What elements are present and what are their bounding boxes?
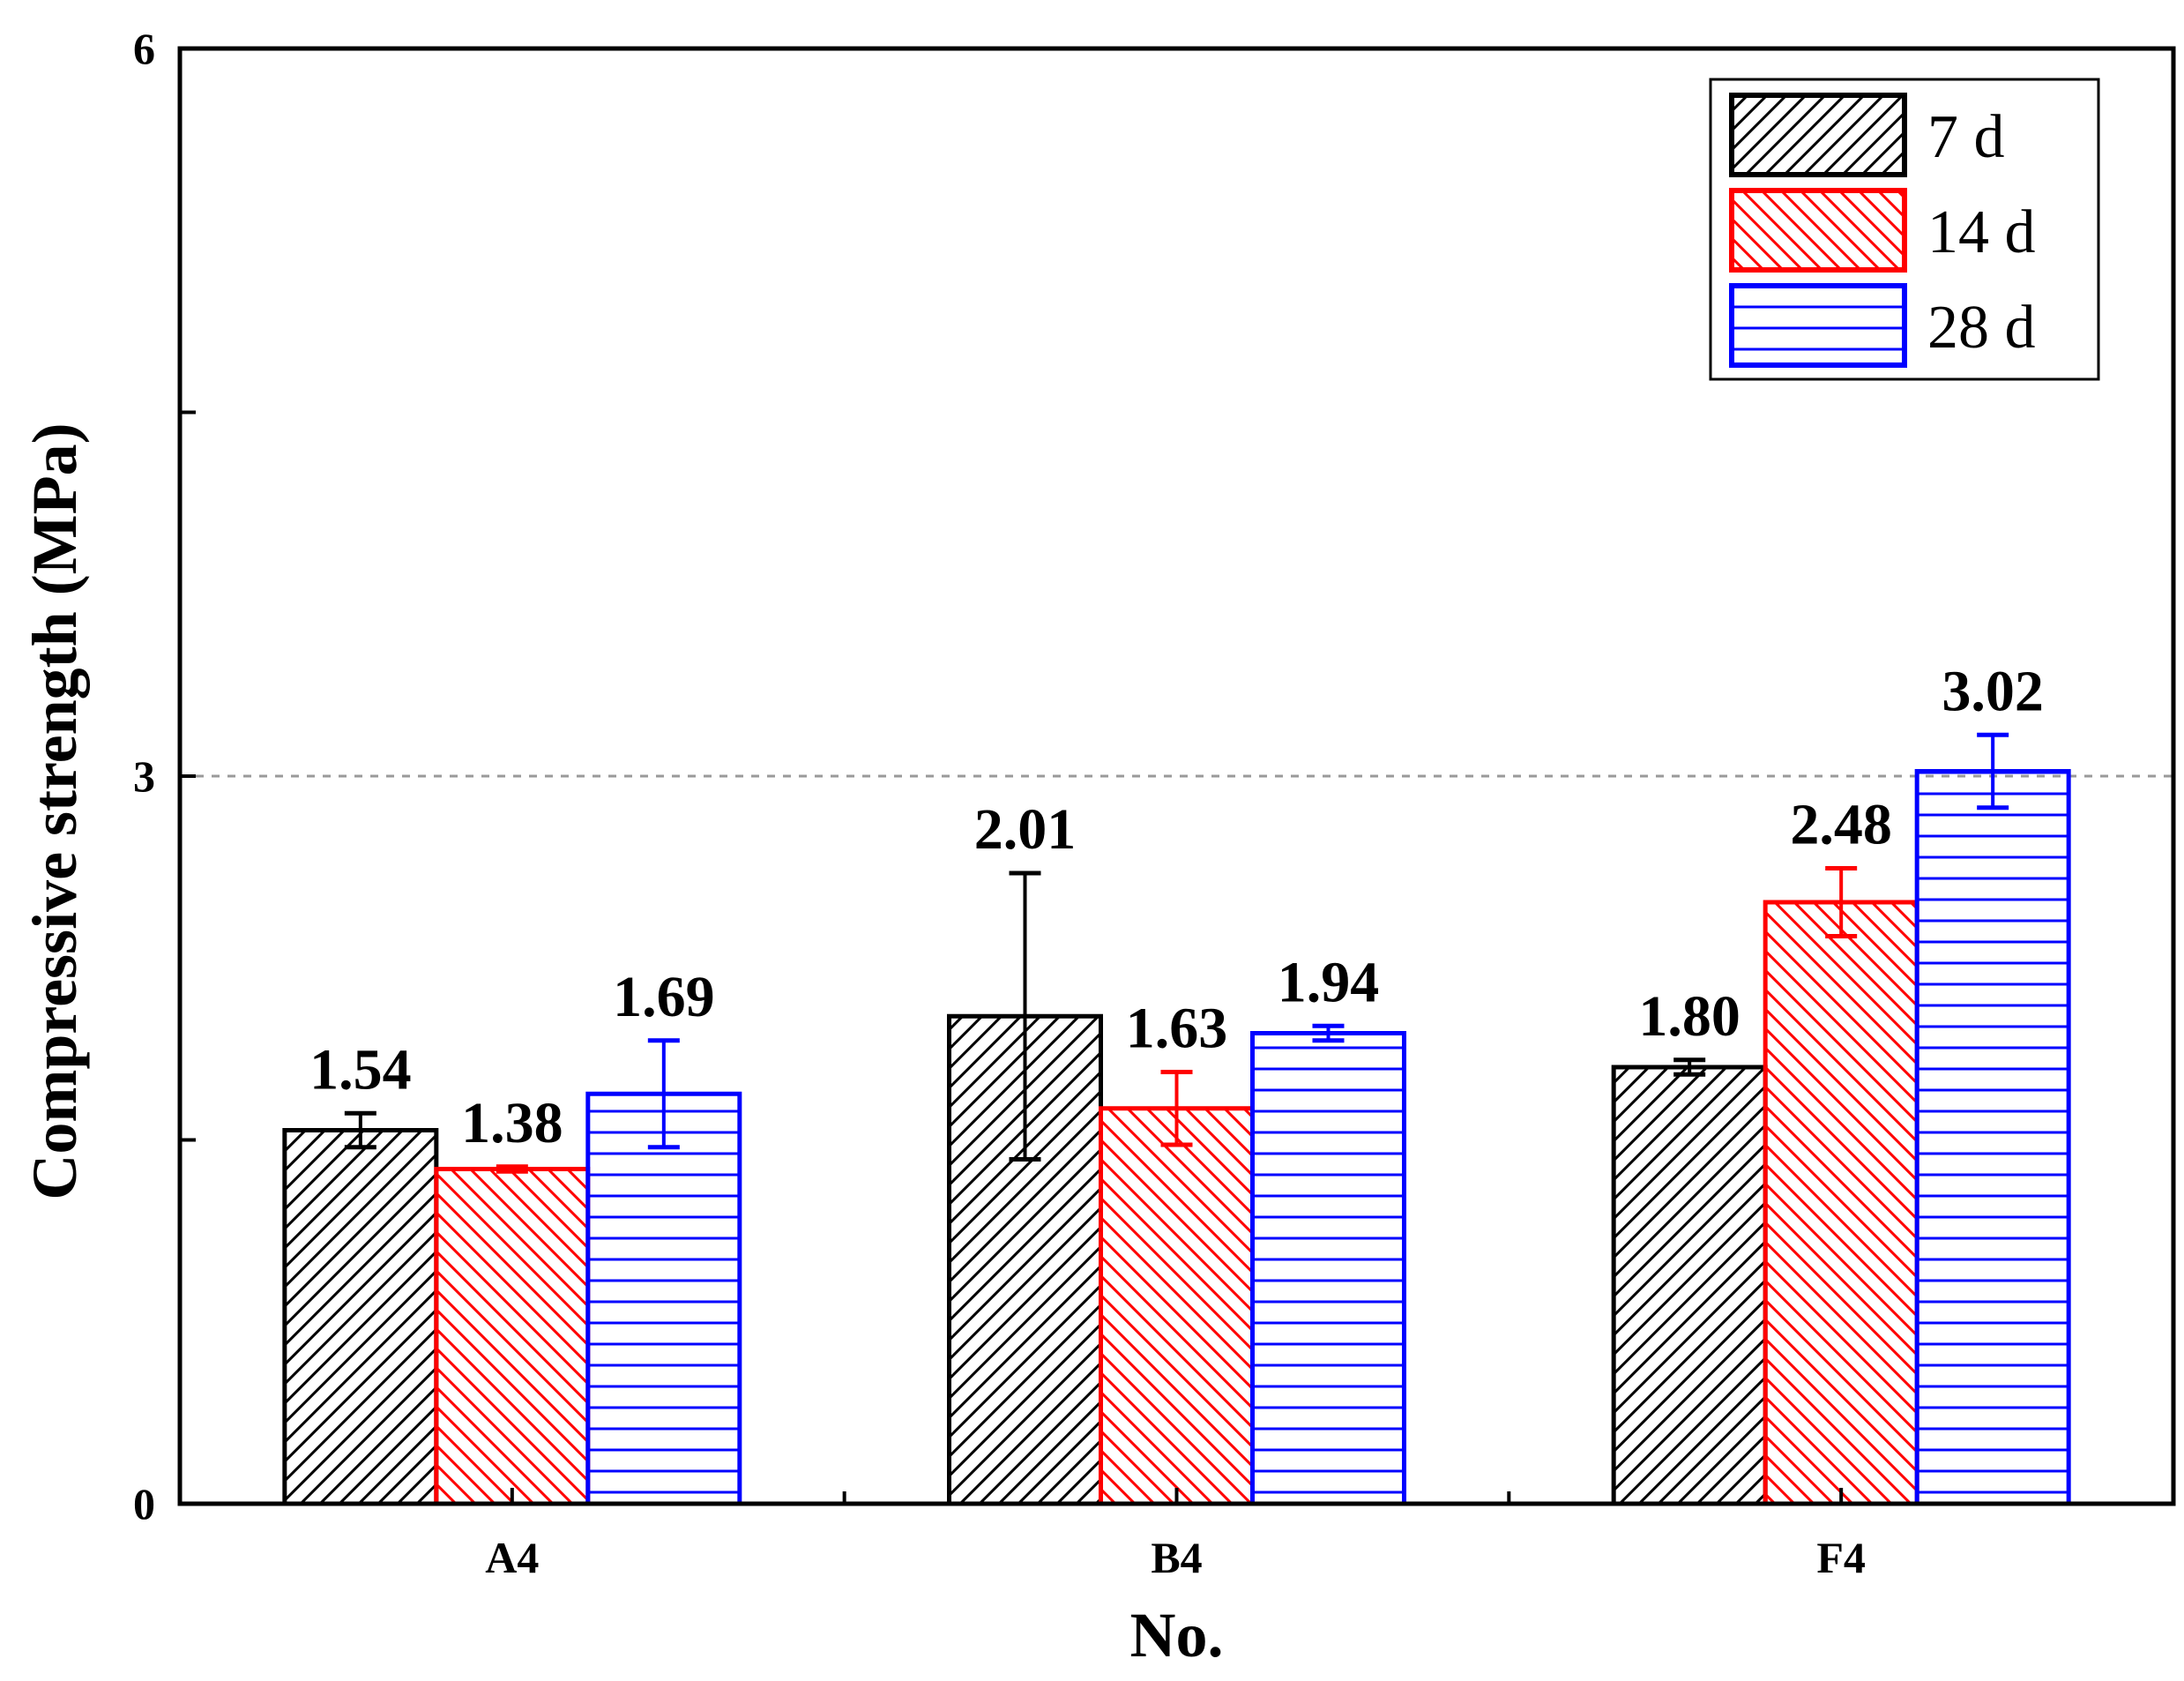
value-label: 1.54 <box>309 1037 412 1102</box>
bars-layer: 1.54 2.01 1.80 1.38 1.63 2.48 1.69 1.94 3.02 <box>282 659 2071 1506</box>
error-bar <box>1009 870 1041 1162</box>
legend-label: 14 d <box>1927 198 2036 266</box>
y-tick-label: 6 <box>133 24 155 73</box>
bar-A4-14d <box>434 1167 591 1506</box>
y-axis-title: Compressive strength (MPa) <box>19 422 90 1199</box>
value-label: 1.38 <box>461 1091 563 1155</box>
error-bar <box>1312 1023 1345 1043</box>
legend-label: 28 d <box>1927 294 2036 362</box>
value-label: 1.94 <box>1278 950 1380 1014</box>
bar-F4-7d <box>1611 1065 1768 1506</box>
error-bar <box>1825 866 1858 938</box>
bar-F4-28d <box>1914 769 2071 1506</box>
error-bar <box>344 1110 376 1150</box>
error-bar <box>1673 1057 1706 1077</box>
legend-swatch <box>1729 93 1907 177</box>
bar-A4-7d <box>282 1128 439 1506</box>
bar-B4-14d <box>1099 1106 1255 1506</box>
legend-label: 7 d <box>1927 103 2005 171</box>
value-label: 1.69 <box>613 965 715 1029</box>
value-label: 2.48 <box>1790 793 1892 857</box>
value-label: 1.80 <box>1638 984 1740 1049</box>
error-bar <box>496 1164 528 1174</box>
legend-swatch <box>1729 283 1907 368</box>
legend: 7 d 14 d 28 d <box>1709 78 2100 381</box>
error-bar <box>1977 732 2009 811</box>
error-bar <box>647 1038 680 1150</box>
x-tick-label: F4 <box>1816 1533 1866 1582</box>
bar-F4-14d <box>1763 900 1919 1506</box>
y-tick-label: 3 <box>133 751 155 801</box>
bar-A4-28d <box>585 1091 742 1506</box>
error-bar <box>1160 1070 1193 1147</box>
y-tick-label: 0 <box>133 1479 155 1528</box>
bar-B4-28d <box>1250 1031 1406 1506</box>
x-axis-title: No. <box>1130 1600 1224 1670</box>
legend-swatch <box>1729 188 1907 273</box>
x-tick-label: A4 <box>485 1533 539 1582</box>
x-tick-label: B4 <box>1151 1533 1202 1582</box>
value-label: 2.01 <box>974 797 1077 862</box>
value-label: 3.02 <box>1942 659 2044 723</box>
value-label: 1.63 <box>1126 997 1228 1061</box>
ticks-layer: 0 3 6 A4 B4 F4 <box>133 24 1866 1582</box>
